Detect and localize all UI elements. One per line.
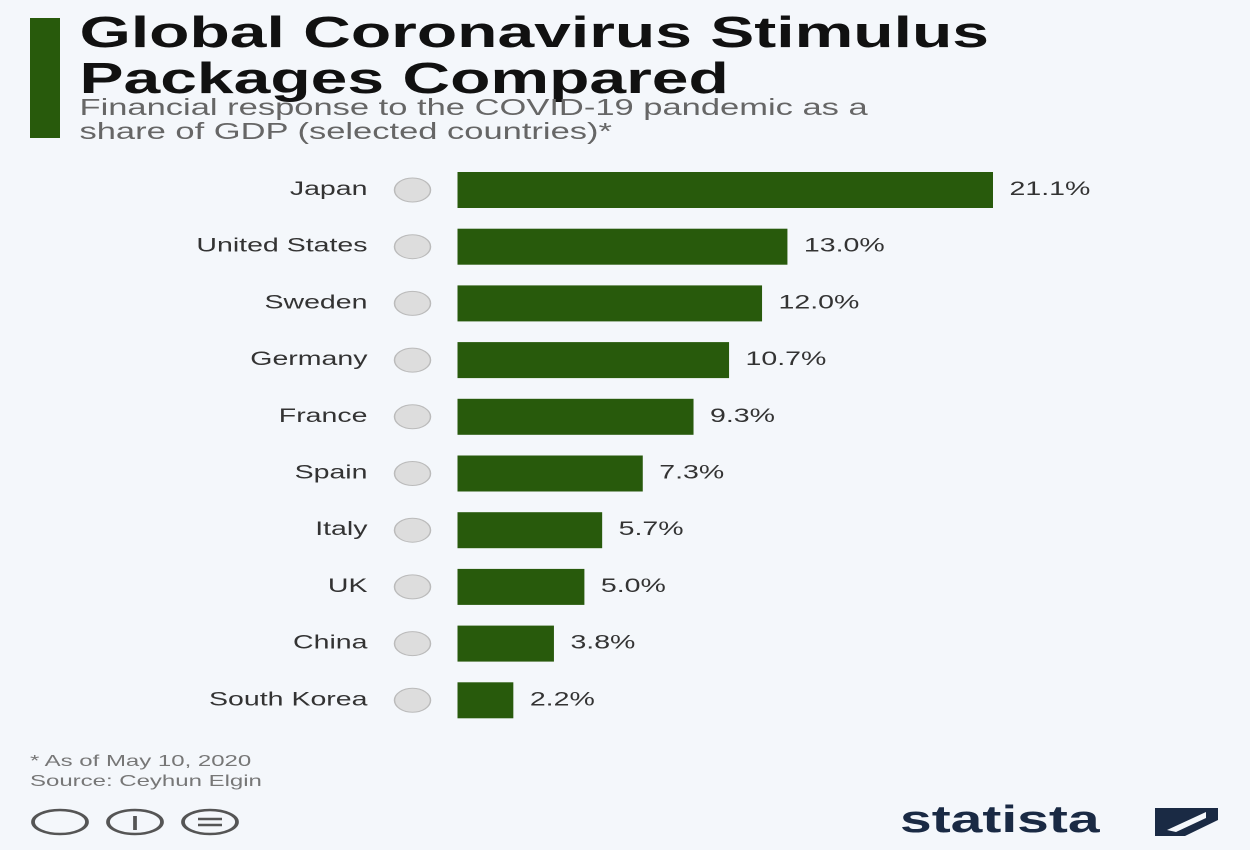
value-label: 21.1% bbox=[1010, 179, 1091, 200]
value-label: 2.2% bbox=[530, 689, 595, 710]
value-label: 12.0% bbox=[779, 292, 860, 313]
chart-title: Global Coronavirus Stimulus Packages Com… bbox=[79, 8, 989, 103]
bar bbox=[457, 228, 788, 265]
license-icons bbox=[31, 808, 239, 836]
category-label: France bbox=[279, 405, 368, 426]
brand-logo bbox=[1155, 808, 1218, 836]
value-label: 13.0% bbox=[804, 235, 885, 256]
bar bbox=[457, 568, 585, 605]
title-accent bbox=[30, 18, 60, 138]
category-label: Italy bbox=[315, 519, 368, 540]
bar bbox=[457, 172, 993, 208]
value-label: 9.3% bbox=[710, 405, 775, 426]
bar bbox=[457, 682, 514, 719]
value-label: 3.8% bbox=[570, 632, 635, 653]
flag-icon bbox=[393, 574, 432, 600]
category-label: UK bbox=[328, 575, 368, 596]
bar bbox=[457, 342, 730, 379]
brand: statista bbox=[900, 798, 1101, 840]
category-label: Japan bbox=[290, 179, 368, 200]
flag-icon bbox=[393, 517, 432, 543]
value-label: 5.7% bbox=[619, 519, 684, 540]
flag-icon bbox=[393, 631, 432, 657]
bar bbox=[457, 285, 763, 322]
value-label: 7.3% bbox=[659, 462, 724, 483]
category-label: Germany bbox=[250, 349, 368, 370]
chart-subtitle: Financial response to the COVID-19 pande… bbox=[79, 94, 868, 144]
value-label: 10.7% bbox=[746, 349, 827, 370]
flag-icon bbox=[393, 290, 432, 316]
category-label: China bbox=[293, 632, 368, 653]
category-label: United States bbox=[196, 235, 367, 256]
category-label: South Korea bbox=[209, 689, 368, 710]
flag-icon bbox=[393, 404, 432, 430]
footnote: * As of May 10, 2020 bbox=[30, 753, 251, 770]
category-label: Spain bbox=[295, 462, 368, 483]
bar bbox=[457, 512, 603, 549]
flag-icon bbox=[393, 347, 432, 373]
bar bbox=[457, 625, 554, 662]
category-label: Sweden bbox=[265, 292, 368, 313]
flag-icon bbox=[393, 234, 432, 260]
flag-icon bbox=[393, 177, 432, 203]
bar bbox=[457, 398, 694, 435]
source: Source: Ceyhun Elgin bbox=[30, 773, 262, 790]
bar bbox=[457, 455, 643, 492]
flag-icon bbox=[393, 461, 432, 486]
flag-icon bbox=[393, 687, 432, 713]
value-label: 5.0% bbox=[601, 575, 666, 596]
